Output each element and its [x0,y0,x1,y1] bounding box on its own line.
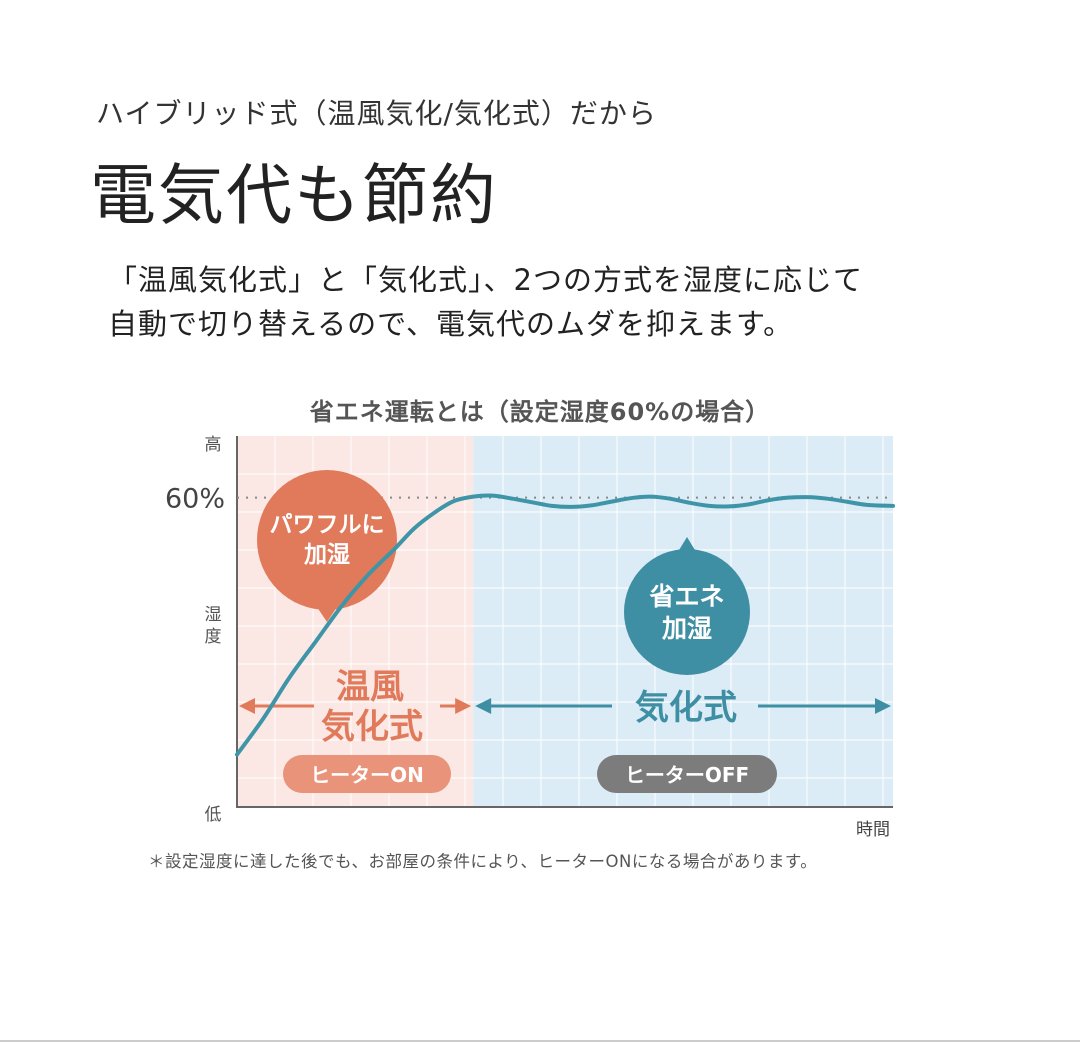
heater-off-bubble [624,549,750,675]
description: 「温風気化式」と「気化式」、2つの方式を湿度に応じて 自動で切り替えるので、電気… [108,258,863,346]
subtitle: ハイブリッド式（温風気化/気化式）だから [96,97,657,130]
heater-on-mode-label-line-2: 気化式 [321,707,423,747]
heater-on-bubble [257,470,397,610]
description-line-1: 「温風気化式」と「気化式」、2つの方式を湿度に応じて [108,263,863,297]
y-axis-high-label: 高 [205,435,222,455]
heater-on-arrow-right-head [455,698,472,714]
reference-60-label: 60% [165,484,225,515]
heater-off-arrow-left-head [475,698,492,714]
description-line-2: 自動で切り替えるので、電気代のムダを抑えます。 [108,307,794,341]
heater-on-mode-label-line-1: 温風 [336,667,404,707]
y-axis-low-label: 低 [205,805,222,825]
heater-on-bubble-line-2: 加湿 [303,542,350,568]
x-axis-label: 時間 [856,820,890,840]
bottom-divider [0,1040,1080,1042]
y-axis-label-char: 度 [205,627,222,647]
heater-on-pill-label: ヒーターON [310,763,424,787]
heater-on-arrow-left-head [239,698,255,714]
chart-title: 省エネ運転とは（設定湿度60%の場合） [309,398,771,426]
heater-off-arrow-right-head [875,698,891,714]
heater-on-bubble-tail [315,604,339,622]
heater-off-bubble-line-1: 省エネ [648,582,724,611]
heater-off-pill [597,755,777,793]
headline: 電気代も節約 [90,157,498,234]
y-axis-label-char: 湿 [205,605,222,625]
footnote: ＊設定湿度に達した後でも、お部屋の条件により、ヒーターONになる場合があります。 [148,852,818,871]
heater-off-pill-label: ヒーターOFF [625,763,749,787]
heater-off-bubble-line-2: 加湿 [661,614,712,643]
humidity-curve [235,493,895,757]
heater-off-bubble-tail [676,537,698,555]
heater-on-bubble-line-1: パワフルに [270,512,385,538]
heater-off-mode-label: 気化式 [635,688,737,728]
heater-on-pill [283,755,451,793]
